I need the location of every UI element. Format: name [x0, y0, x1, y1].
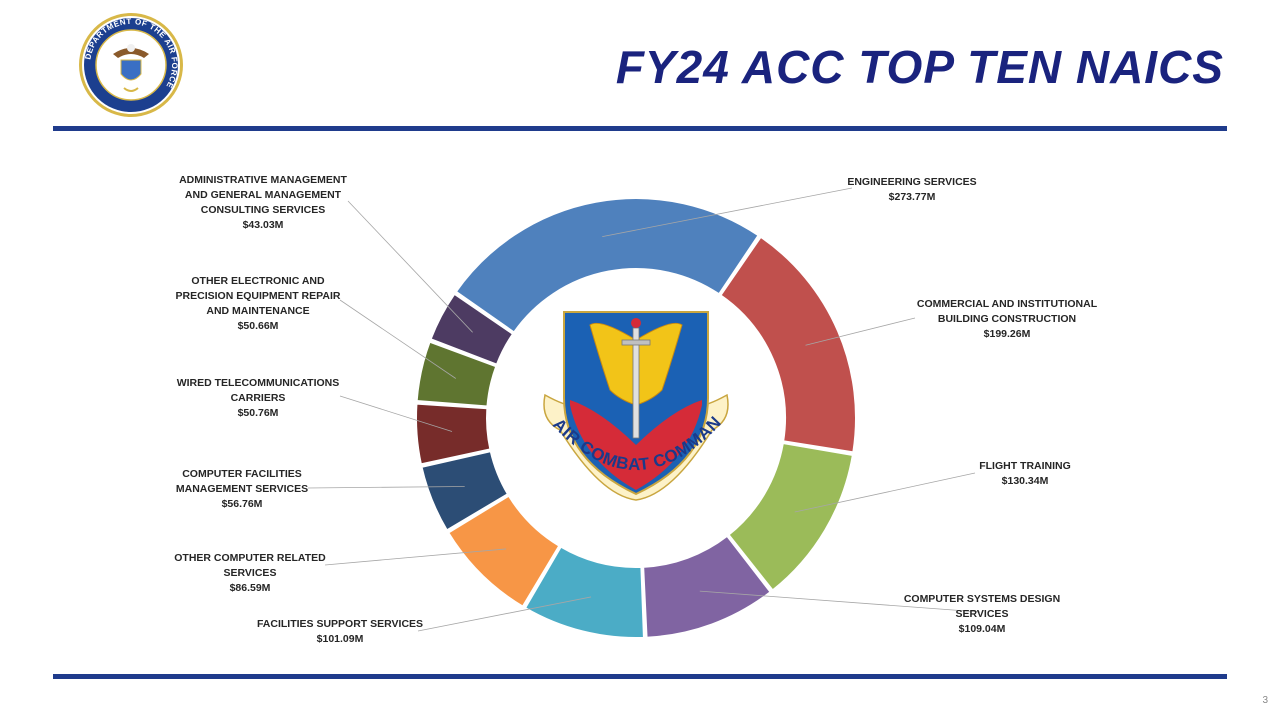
- data-label: COMPUTER SYSTEMS DESIGN SERVICES $109.04M: [904, 593, 1060, 635]
- page-title: FY24 ACC TOP TEN NAICS: [615, 41, 1224, 93]
- leader-line: [602, 187, 853, 238]
- data-label: OTHER ELECTRONIC AND PRECISION EQUIPMENT …: [176, 275, 341, 332]
- donut-slice: [415, 340, 498, 408]
- data-label: ADMINISTRATIVE MANAGEMENT AND GENERAL MAN…: [179, 174, 347, 231]
- donut-slice: [420, 449, 510, 532]
- donut-slice: [727, 441, 855, 592]
- donut-slice: [446, 494, 561, 608]
- donut-slice: [415, 402, 492, 466]
- donut-slice: [523, 545, 645, 639]
- donut-slice: [429, 292, 515, 366]
- department-of-the-air-force-seal-icon: DEPARTMENT OF THE AIR FORCE: [79, 13, 183, 117]
- leader-line: [794, 472, 976, 513]
- donut-slice: [642, 534, 772, 639]
- data-label: FLIGHT TRAINING $130.34M: [979, 460, 1071, 487]
- leader-line: [347, 200, 473, 333]
- leader-line: [805, 317, 916, 346]
- leader-line: [324, 548, 507, 566]
- data-label: FACILITIES SUPPORT SERVICES $101.09M: [257, 618, 423, 645]
- data-label: WIRED TELECOMMUNICATIONS CARRIERS $50.76M: [177, 377, 340, 419]
- data-label: COMMERCIAL AND INSTITUTIONAL BUILDING CON…: [917, 298, 1098, 340]
- leader-line: [417, 596, 592, 632]
- data-label: ENGINEERING SERVICES $273.77M: [847, 176, 976, 203]
- footer-divider: [53, 674, 1227, 679]
- leader-line: [339, 299, 457, 379]
- donut-slice: [719, 235, 857, 454]
- data-label: OTHER COMPUTER RELATED SERVICES $86.59M: [174, 552, 326, 594]
- donut-slice: [454, 197, 760, 334]
- data-label: COMPUTER FACILITIES MANAGEMENT SERVICES $5…: [176, 468, 308, 510]
- title-divider: [53, 126, 1227, 131]
- leader-line: [699, 590, 981, 613]
- leader-line: [307, 486, 465, 489]
- leader-line: [339, 395, 453, 432]
- page-number: 3: [1262, 695, 1268, 706]
